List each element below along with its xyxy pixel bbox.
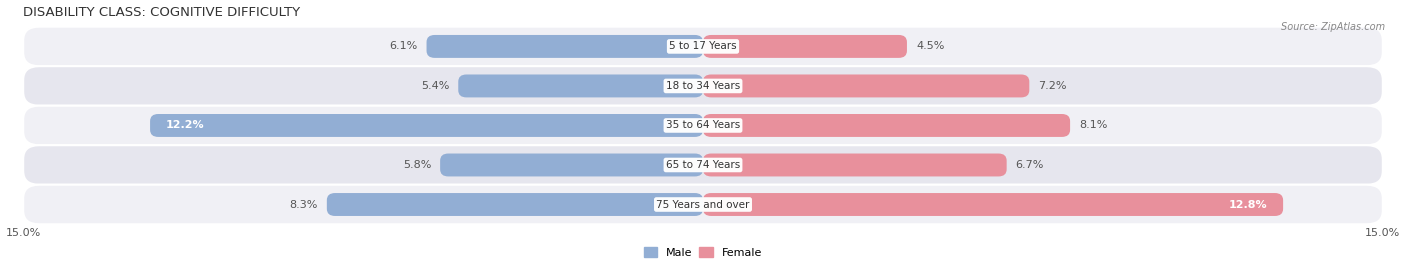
Text: 8.3%: 8.3% xyxy=(290,200,318,210)
Text: 18 to 34 Years: 18 to 34 Years xyxy=(666,81,740,91)
Text: 65 to 74 Years: 65 to 74 Years xyxy=(666,160,740,170)
FancyBboxPatch shape xyxy=(703,114,1070,137)
FancyBboxPatch shape xyxy=(22,185,1384,224)
FancyBboxPatch shape xyxy=(426,35,703,58)
Text: 6.7%: 6.7% xyxy=(1015,160,1045,170)
Text: 6.1%: 6.1% xyxy=(389,41,418,51)
Text: DISABILITY CLASS: COGNITIVE DIFFICULTY: DISABILITY CLASS: COGNITIVE DIFFICULTY xyxy=(22,6,301,19)
Text: 35 to 64 Years: 35 to 64 Years xyxy=(666,120,740,130)
FancyBboxPatch shape xyxy=(150,114,703,137)
FancyBboxPatch shape xyxy=(458,75,703,97)
Text: 4.5%: 4.5% xyxy=(917,41,945,51)
Text: 12.2%: 12.2% xyxy=(166,120,204,130)
Legend: Male, Female: Male, Female xyxy=(640,243,766,262)
FancyBboxPatch shape xyxy=(22,66,1384,106)
FancyBboxPatch shape xyxy=(22,27,1384,66)
Text: 75 Years and over: 75 Years and over xyxy=(657,200,749,210)
FancyBboxPatch shape xyxy=(703,35,907,58)
Text: 5.8%: 5.8% xyxy=(402,160,432,170)
FancyBboxPatch shape xyxy=(22,106,1384,145)
Text: 8.1%: 8.1% xyxy=(1080,120,1108,130)
FancyBboxPatch shape xyxy=(22,145,1384,185)
FancyBboxPatch shape xyxy=(326,193,703,216)
FancyBboxPatch shape xyxy=(703,193,1284,216)
FancyBboxPatch shape xyxy=(703,154,1007,176)
FancyBboxPatch shape xyxy=(440,154,703,176)
Text: 7.2%: 7.2% xyxy=(1039,81,1067,91)
Text: 5 to 17 Years: 5 to 17 Years xyxy=(669,41,737,51)
Text: 5.4%: 5.4% xyxy=(420,81,449,91)
FancyBboxPatch shape xyxy=(703,75,1029,97)
Text: Source: ZipAtlas.com: Source: ZipAtlas.com xyxy=(1281,22,1385,32)
Text: 12.8%: 12.8% xyxy=(1229,200,1267,210)
